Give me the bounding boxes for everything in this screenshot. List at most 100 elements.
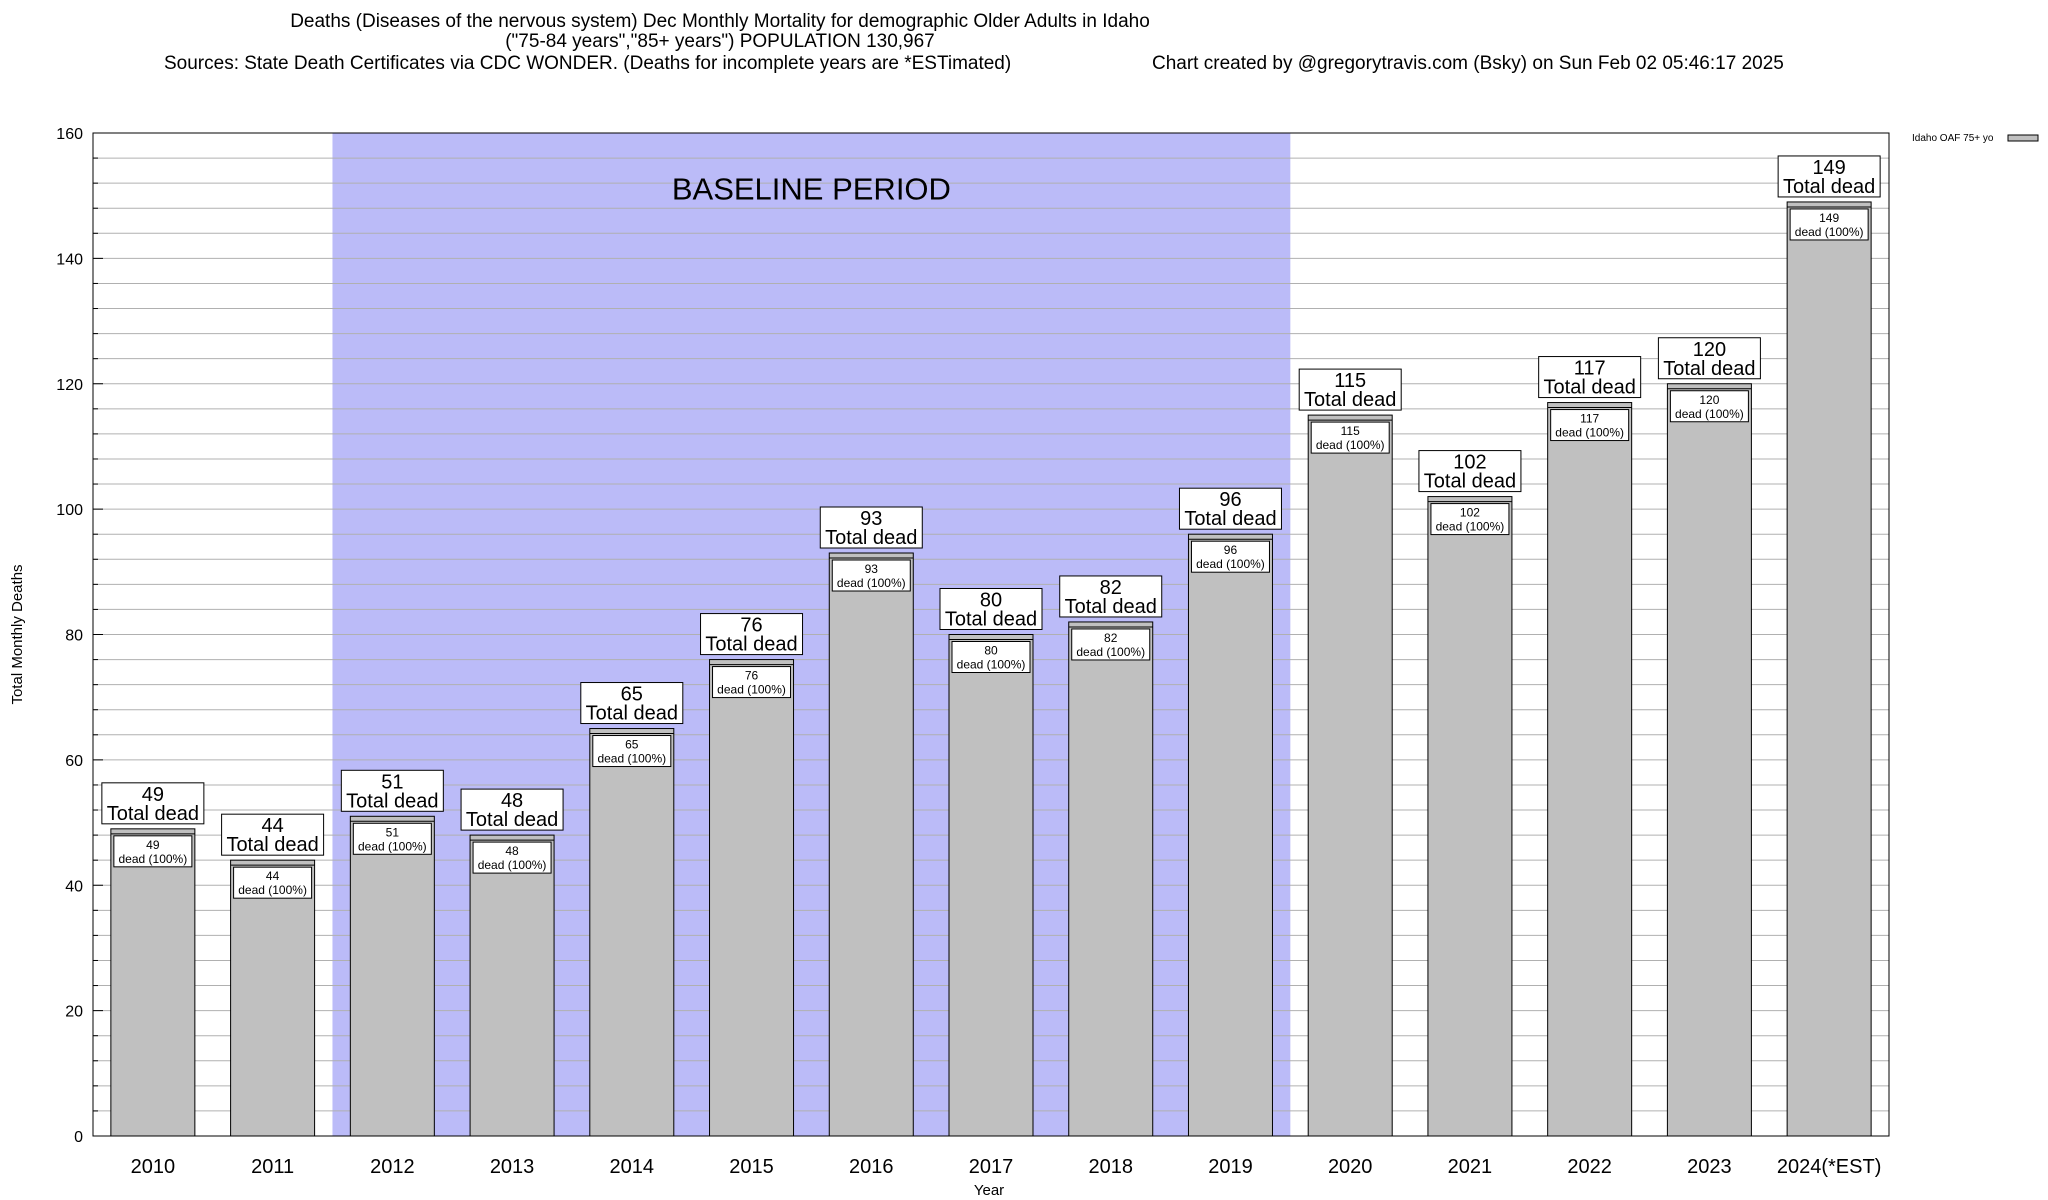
title-line-2: ("75-84 years","85+ years") POPULATION 1… [505,31,935,52]
y-tick-label: 40 [65,878,83,895]
total-dead-label: Total dead [226,834,318,856]
inner-label-box [1071,628,1151,661]
inner-label-box [233,866,313,899]
x-tick-label: 2017 [969,1156,1014,1178]
inner-label-box [712,666,792,699]
total-label-box [1777,155,1881,198]
total-label-box [819,506,923,549]
inner-label-box [951,641,1031,673]
inner-percent-label: dead (100%) [238,883,307,897]
inner-label-box [113,835,193,868]
total-dead-label: Total dead [705,634,797,656]
y-tick-label: 60 [65,753,83,770]
total-label-box [1059,575,1163,618]
total-dead-label: Total dead [1304,389,1396,411]
x-tick-label: 2013 [490,1156,535,1178]
bar [469,834,555,1137]
total-value-label: 93 [860,508,882,530]
total-label-box [1538,356,1642,399]
total-value-label: 44 [261,815,283,837]
bar [230,859,316,1137]
total-label-box [580,682,684,725]
inner-percent-label: dead (100%) [837,576,906,590]
bar [1547,402,1633,1137]
bar [1786,201,1872,1137]
y-tick-label: 160 [56,126,83,143]
bar [110,828,196,1137]
total-value-label: 115 [1334,370,1366,392]
inner-percent-label: dead (100%) [119,852,188,866]
y-tick-label: 80 [65,628,83,645]
y-axis-ticks: 0 20 40 60 80 100 120 140 160 [56,126,103,1146]
inner-percent-label: dead (100%) [358,839,427,853]
total-value-label: 82 [1100,577,1122,599]
inner-percent-label: dead (100%) [597,752,666,766]
total-value-label: 48 [501,790,523,812]
total-dead-label: Total dead [825,527,917,549]
total-value-label: 65 [621,684,643,706]
bar [1187,533,1273,1137]
total-label-box [700,613,804,656]
inner-value-label: 96 [1224,543,1238,557]
bar [1307,414,1393,1137]
total-value-label: 76 [740,615,762,637]
total-label-box [939,588,1043,630]
bar [1427,496,1513,1137]
total-label-box [1657,337,1761,380]
inner-percent-label: dead (100%) [1076,645,1145,659]
inner-value-label: 117 [1580,412,1599,426]
inner-percent-label: dead (100%) [1795,225,1864,239]
y-axis-label: Total Monthly Deaths [9,564,26,704]
total-label-box [1298,368,1402,411]
x-tick-label: 2024(*EST) [1777,1156,1882,1178]
y-tick-label: 100 [56,502,83,519]
total-value-label: 117 [1574,358,1606,380]
chart-credit: Chart created by @gregorytravis.com (Bsk… [1152,53,1784,74]
total-dead-label: Total dead [1184,508,1276,530]
x-tick-label: 2011 [251,1156,294,1178]
inner-value-label: 82 [1104,631,1118,645]
total-value-label: 96 [1219,489,1241,511]
x-tick-label: 2019 [1208,1156,1253,1178]
total-label-box [101,782,205,825]
bar [1666,383,1752,1137]
total-dead-label: Total dead [1663,358,1755,380]
x-tick-label: 2020 [1328,1156,1373,1178]
x-tick-label: 2015 [729,1156,774,1178]
x-tick-label: 2021 [1448,1156,1493,1178]
chart-title: Deaths (Diseases of the nervous system) … [0,12,1440,52]
inner-label-box [1789,208,1869,241]
inner-value-label: 65 [625,738,639,752]
total-dead-label: Total dead [346,790,438,812]
total-dead-label: Total dead [1544,377,1636,399]
y-tick-label: 120 [56,377,83,394]
x-axis-label: Year [974,1182,1004,1199]
inner-label-box [592,735,672,768]
inner-label-box [1669,390,1749,423]
inner-value-label: 149 [1819,211,1839,225]
inner-label-box [472,841,552,874]
total-dead-label: Total dead [107,803,199,825]
inner-label-box [1430,503,1510,536]
inner-value-label: 48 [505,844,519,858]
inner-label-box [1550,409,1630,442]
inner-percent-label: dead (100%) [1196,557,1265,571]
inner-value-label: 76 [745,669,759,683]
x-tick-label: 2016 [849,1156,894,1178]
x-tick-label: 2023 [1687,1156,1732,1178]
inner-percent-label: dead (100%) [1555,426,1624,440]
total-dead-label: Total dead [1424,471,1516,493]
bar [589,728,675,1137]
y-tick-label: 20 [65,1004,83,1021]
inner-percent-label: dead (100%) [478,858,547,872]
x-tick-label: 2014 [610,1156,655,1178]
total-dead-label: Total dead [1065,596,1157,618]
legend: Idaho OAF 75+ yo [1912,133,2039,144]
x-tick-label: 2018 [1088,1156,1133,1178]
